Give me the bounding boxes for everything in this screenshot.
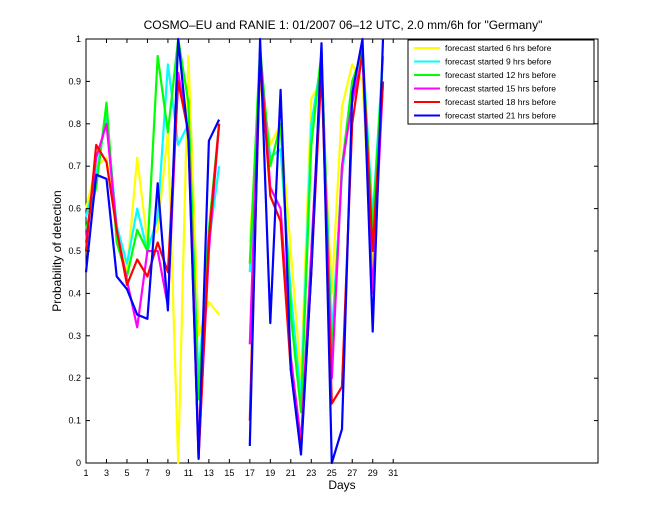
y-tick-label: 0.4	[68, 288, 81, 298]
x-tick-label: 7	[145, 468, 150, 478]
series-group	[84, 37, 385, 465]
legend-label: forecast started 15 hrs before	[445, 84, 556, 94]
y-axis-ticks: 0 0.1 0.2 0.3 0.4 0.5 0.6 0.7 0.8 0.9 1	[68, 34, 598, 468]
x-tick-label: 17	[245, 468, 255, 478]
y-tick-label: 1	[76, 34, 81, 44]
legend-label: forecast started 18 hrs before	[445, 97, 556, 107]
legend-label: forecast started 21 hrs before	[445, 111, 556, 121]
x-tick-label: 19	[265, 468, 275, 478]
legend-label: forecast started 9 hrs before	[445, 57, 552, 67]
x-tick-label: 25	[327, 468, 337, 478]
x-tick-label: 27	[347, 468, 357, 478]
x-axis-label: Days	[328, 478, 355, 492]
x-tick-label: 3	[104, 468, 109, 478]
chart-title: COSMO–EU and RANIE 1: 01/2007 06–12 UTC,…	[144, 18, 543, 32]
y-tick-label: 0.6	[68, 204, 81, 214]
series-line	[84, 37, 385, 465]
x-tick-label: 5	[124, 468, 129, 478]
legend-label: forecast started 12 hrs before	[445, 70, 556, 80]
y-axis-label: Probability of detection	[50, 190, 64, 311]
x-axis-ticks: 1 3 5 7 9 11 13 15 17 19 21 23 25 27 29 31	[83, 39, 398, 478]
y-tick-label: 0.7	[68, 161, 81, 171]
y-tick-label: 0.1	[68, 416, 81, 426]
x-tick-label: 13	[204, 468, 214, 478]
y-tick-label: 0.5	[68, 246, 81, 256]
x-tick-label: 29	[368, 468, 378, 478]
legend-label: forecast started 6 hrs before	[445, 43, 552, 53]
x-tick-label: 21	[286, 468, 296, 478]
x-tick-label: 31	[388, 468, 398, 478]
legend: forecast started 6 hrs before forecast st…	[407, 39, 595, 125]
y-tick-label: 0.2	[68, 373, 81, 383]
x-tick-label: 9	[165, 468, 170, 478]
x-tick-label: 11	[184, 468, 193, 478]
x-tick-label: 1	[83, 468, 88, 478]
series-line-segment	[84, 37, 221, 460]
y-tick-label: 0.9	[68, 76, 81, 86]
x-tick-label: 15	[224, 468, 234, 478]
legend-items: forecast started 6 hrs before forecast st…	[414, 43, 556, 121]
y-tick-label: 0	[76, 458, 81, 468]
y-tick-label: 0.3	[68, 331, 81, 341]
legend-box	[407, 39, 595, 125]
y-tick-label: 0.8	[68, 119, 81, 129]
series-line-segment	[84, 37, 221, 401]
series-line-segment	[248, 37, 385, 465]
x-tick-label: 23	[306, 468, 316, 478]
